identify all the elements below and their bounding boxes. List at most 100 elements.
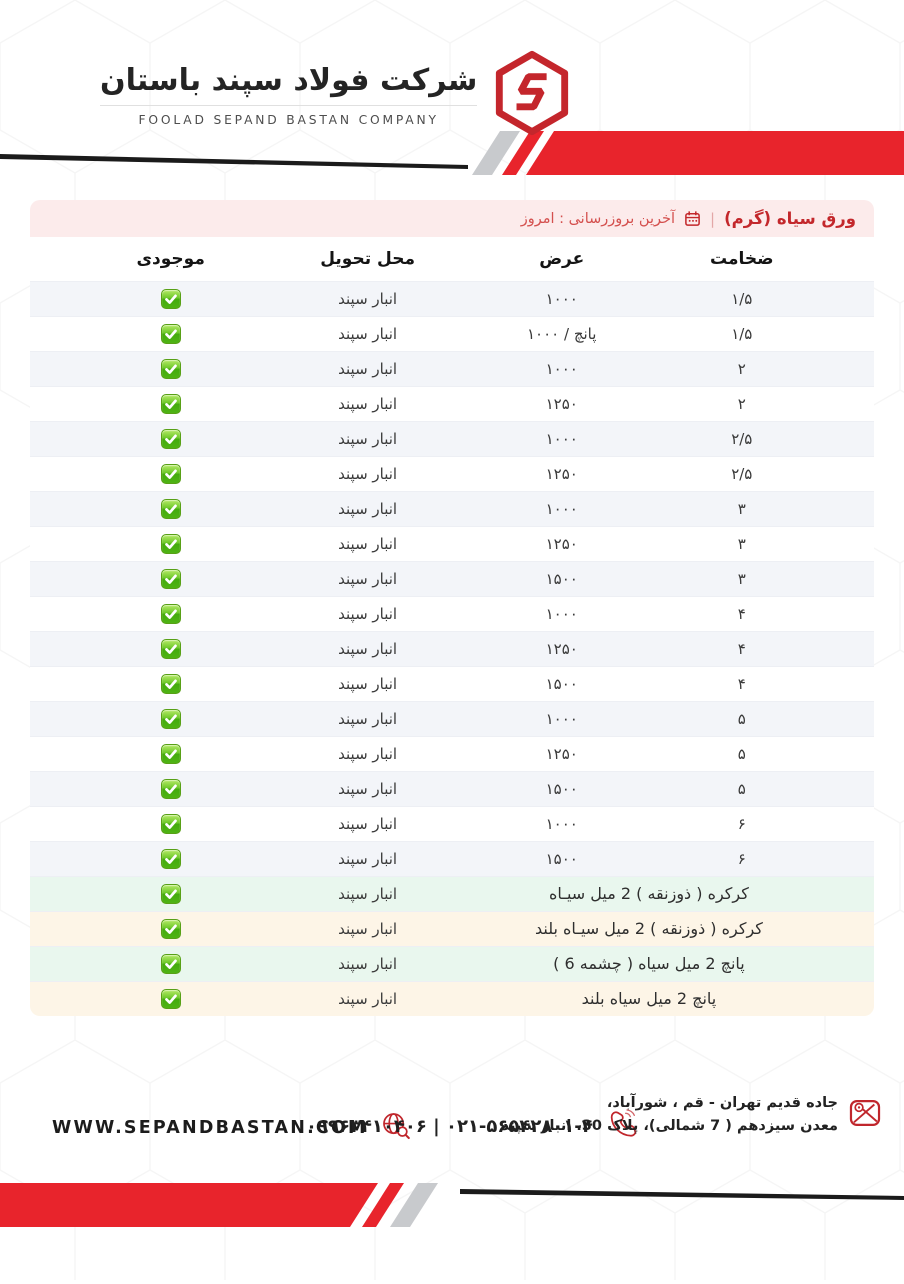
width-cell: ۱۵۰۰: [468, 840, 655, 876]
in-stock-check-icon: [160, 463, 181, 484]
table-row: ۴ ۱۰۰۰ انبار سپند: [30, 595, 874, 631]
thickness-cell: ۵: [654, 770, 874, 806]
table-row: ۲ ۱۲۵۰ انبار سپند: [30, 385, 874, 421]
delivery-cell: انبار سپند: [266, 980, 469, 1016]
stock-cell: [30, 980, 267, 1016]
thickness-cell: ۵: [654, 700, 874, 736]
column-header-width: عرض: [468, 237, 655, 281]
in-stock-check-icon: [160, 358, 181, 379]
stock-cell: [30, 840, 267, 876]
table-row: ۵ ۱۰۰۰ انبار سپند: [30, 700, 874, 736]
in-stock-check-icon: [160, 883, 181, 904]
table-row: ۳ ۱۵۰۰ انبار سپند: [30, 560, 874, 596]
width-cell: ۱۲۵۰: [468, 385, 655, 421]
width-cell: ۱۲۵۰: [468, 525, 655, 561]
footer: WWW.SEPANDBASTAN.COM ۰۹۹۶۳۴۱۰۴۰۶ | ۰۲۱-۵…: [0, 1086, 904, 1172]
delivery-cell: انبار سپند: [266, 700, 469, 736]
thickness-cell: ۴: [654, 595, 874, 631]
delivery-cell: انبار سپند: [266, 350, 469, 386]
in-stock-check-icon: [160, 428, 181, 449]
delivery-cell: انبار سپند: [266, 735, 469, 771]
stock-cell: [30, 455, 267, 491]
calendar-icon: [684, 210, 701, 227]
width-cell: ۱۵۰۰: [468, 665, 655, 701]
delivery-cell: انبار سپند: [266, 595, 469, 631]
in-stock-check-icon: [160, 673, 181, 694]
thickness-cell: ۴: [654, 630, 874, 666]
thickness-cell: ۳: [654, 525, 874, 561]
stock-cell: [30, 805, 267, 841]
product-cell: پانچ 2 میل سیاه بلند: [468, 980, 874, 1016]
table-row: پانچ 2 میل سیاه ( چشمه 6 ) انبار سپند: [30, 945, 874, 981]
address-line-1: جاده قدیم تهران - قم ، شورآباد،: [606, 1095, 838, 1111]
stock-cell: [30, 420, 267, 456]
title-divider: |: [710, 209, 716, 228]
table-row: ۴ ۱۲۵۰ انبار سپند: [30, 630, 874, 666]
in-stock-check-icon: [160, 568, 181, 589]
thickness-cell: ۲: [654, 350, 874, 386]
stock-cell: [30, 910, 267, 946]
table-header-row: ضخامت عرض محل تحویل موجودی: [30, 237, 874, 281]
column-header-stock: موجودی: [30, 237, 267, 281]
product-cell: پانچ 2 میل سیاه ( چشمه 6 ): [468, 945, 874, 981]
thickness-cell: ۳: [654, 490, 874, 526]
thickness-cell: ۱/۵: [654, 280, 874, 316]
phone-icon: [605, 1108, 637, 1144]
decorative-stripe-bottom: [0, 1180, 904, 1232]
width-cell: ۱۲۵۰: [468, 735, 655, 771]
in-stock-check-icon: [160, 743, 181, 764]
stock-cell: [30, 525, 267, 561]
in-stock-check-icon: [160, 323, 181, 344]
in-stock-check-icon: [160, 953, 181, 974]
table-row: ۳ ۱۰۰۰ انبار سپند: [30, 490, 874, 526]
table-row: ۳ ۱۲۵۰ انبار سپند: [30, 525, 874, 561]
width-cell: پانچ / ۱۰۰۰: [468, 315, 655, 351]
in-stock-check-icon: [160, 638, 181, 659]
website-link[interactable]: WWW.SEPANDBASTAN.COM: [52, 1110, 412, 1146]
map-location-icon: [848, 1096, 882, 1134]
in-stock-check-icon: [160, 988, 181, 1009]
address-block: جاده قدیم تهران - قم ، شورآباد، معدن سیز…: [502, 1092, 882, 1139]
thickness-cell: ۲/۵: [654, 420, 874, 456]
thickness-cell: ۱/۵: [654, 315, 874, 351]
website-url[interactable]: WWW.SEPANDBASTAN.COM: [52, 1118, 368, 1138]
width-cell: ۱۰۰۰: [468, 490, 655, 526]
width-cell: ۱۵۰۰: [468, 560, 655, 596]
stock-cell: [30, 735, 267, 771]
width-cell: ۱۲۵۰: [468, 630, 655, 666]
table-row: کرکره ( ذوزنقه ) 2 میل سیـاه انبار سپند: [30, 875, 874, 911]
hexagon-s-logo-icon: [493, 50, 571, 140]
delivery-cell: انبار سپند: [266, 280, 469, 316]
delivery-cell: انبار سپند: [266, 665, 469, 701]
product-cell: کرکره ( ذوزنقه ) 2 میل سیـاه بلند: [468, 910, 874, 946]
width-cell: ۱۰۰۰: [468, 420, 655, 456]
thickness-cell: ۳: [654, 560, 874, 596]
width-cell: ۱۲۵۰: [468, 455, 655, 491]
width-cell: ۱۰۰۰: [468, 595, 655, 631]
decorative-stripe-top: [0, 130, 904, 182]
last-update-text: آخرین بروزرسانی : امروز: [520, 210, 675, 227]
in-stock-check-icon: [160, 778, 181, 799]
stock-cell: [30, 595, 267, 631]
in-stock-check-icon: [160, 603, 181, 624]
stock-cell: [30, 280, 267, 316]
delivery-cell: انبار سپند: [266, 945, 469, 981]
table-row: ۱/۵ ۱۰۰۰ انبار سپند: [30, 280, 874, 316]
stock-cell: [30, 770, 267, 806]
in-stock-check-icon: [160, 813, 181, 834]
table-row: ۲ ۱۰۰۰ انبار سپند: [30, 350, 874, 386]
price-table: ضخامت عرض محل تحویل موجودی ۱/۵ ۱۰۰۰ انبا…: [30, 237, 874, 1016]
table-row: ۵ ۱۵۰۰ انبار سپند: [30, 770, 874, 806]
in-stock-check-icon: [160, 393, 181, 414]
stock-cell: [30, 315, 267, 351]
table-row: کرکره ( ذوزنقه ) 2 میل سیـاه بلند انبار …: [30, 910, 874, 946]
width-cell: ۱۵۰۰: [468, 770, 655, 806]
thickness-cell: ۵: [654, 735, 874, 771]
thickness-cell: ۶: [654, 840, 874, 876]
table-row: ۶ ۱۰۰۰ انبار سپند: [30, 805, 874, 841]
in-stock-check-icon: [160, 708, 181, 729]
stock-cell: [30, 875, 267, 911]
delivery-cell: انبار سپند: [266, 315, 469, 351]
delivery-cell: انبار سپند: [266, 455, 469, 491]
width-cell: ۱۰۰۰: [468, 280, 655, 316]
